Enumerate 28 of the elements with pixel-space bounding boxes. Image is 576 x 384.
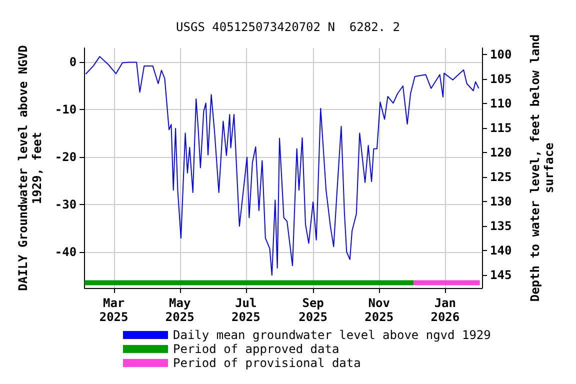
y-tick-label: -40 (54, 244, 77, 259)
y-tick-label: -10 (54, 102, 77, 116)
y-tick-label: -30 (54, 197, 77, 212)
y2-tick-label: 105 (490, 72, 512, 86)
x-tick-label: Mar 2025 (99, 296, 128, 324)
y2-tick-label: 130 (490, 194, 512, 208)
x-tick-label: Jul 2025 (231, 296, 260, 324)
y-axis-title: DAILY Groundwater level above NGVD 1929, feet (16, 45, 44, 291)
y2-tick-label: 100 (490, 47, 512, 62)
x-tick-label: Sep 2025 (298, 296, 328, 324)
x-tick-label: May 2025 (165, 296, 194, 324)
legend-label: Period of approved data (173, 342, 340, 356)
y2-tick-label: 140 (490, 243, 512, 258)
legend-label: Period of provisional data (173, 356, 361, 370)
y2-tick-label: 120 (490, 145, 512, 160)
y2-tick-label: 145 (490, 268, 512, 282)
y2-tick-label: 135 (490, 218, 512, 233)
y-tick-label: -20 (54, 150, 77, 164)
y2-tick-label: 115 (490, 120, 512, 135)
chart-title: USGS 405125073420702 N 6282. 2 (176, 20, 400, 34)
y2-tick-label: 125 (490, 170, 512, 184)
x-tick-label: Nov 2025 (364, 296, 394, 324)
y-tick-label: 0 (69, 54, 77, 69)
y2-axis-title: Depth to water level, feet below land surface (528, 34, 556, 302)
y2-tick-label: 110 (490, 96, 512, 110)
x-tick-label: Jan 2026 (430, 296, 460, 324)
line-series (85, 56, 480, 276)
legend-label: Daily mean groundwater level above ngvd 1929 (173, 328, 491, 342)
